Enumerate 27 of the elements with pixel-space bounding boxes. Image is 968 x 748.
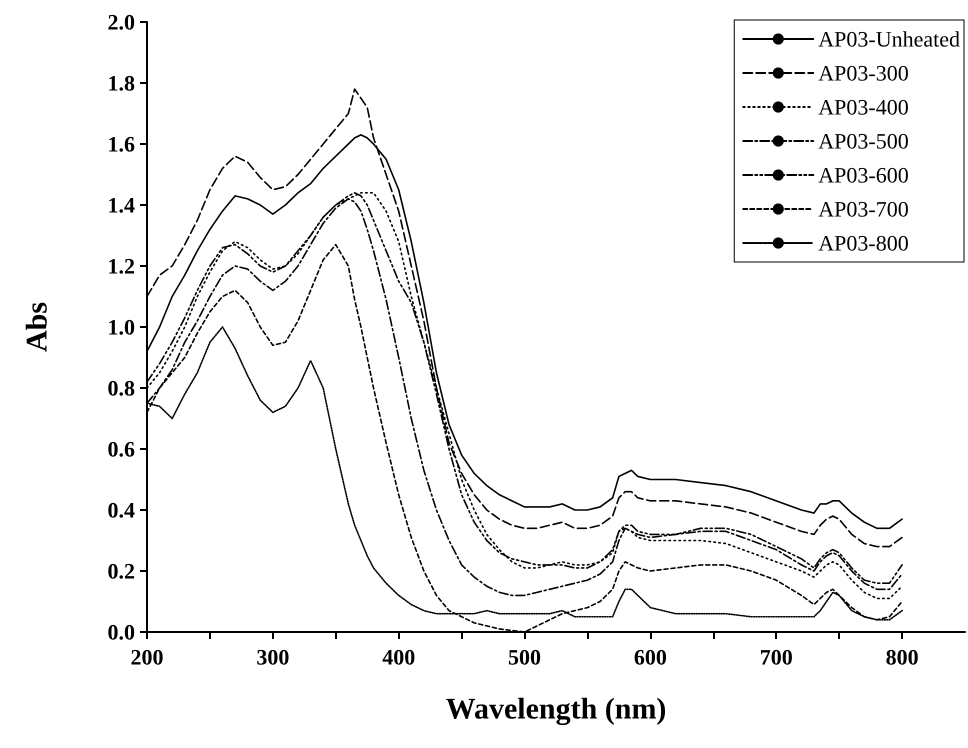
legend-label: AP03-400: [818, 94, 909, 120]
y-tick-label: 0.8: [108, 376, 135, 400]
y-tick-label: 1.6: [108, 132, 135, 156]
y-tick-label: 1.0: [108, 314, 135, 340]
legend-label: AP03-600: [818, 162, 909, 188]
legend-label: AP03-700: [818, 196, 909, 222]
y-tick-label: 1.8: [108, 70, 135, 96]
x-tick-label: 300: [256, 644, 290, 670]
x-tick-label: 200: [130, 644, 164, 670]
legend-label: AP03-500: [818, 128, 909, 154]
y-tick-label: 1.2: [108, 254, 135, 278]
x-axis-title: Wavelength (nm): [446, 692, 666, 726]
legend-label: AP03-800: [818, 230, 909, 256]
y-tick-label: 2.0: [108, 10, 135, 34]
x-tick-label: 400: [382, 644, 416, 670]
y-tick-label: 0.2: [108, 558, 135, 584]
y-tick-label: 0.4: [108, 498, 135, 522]
x-tick-label: 800: [886, 644, 919, 670]
y-tick-label: 0.6: [108, 436, 135, 462]
y-tick-label: 1.4: [108, 192, 135, 218]
y-axis-title: Abs: [20, 302, 54, 352]
x-tick-label: 500: [508, 644, 542, 670]
legend-label: AP03-300: [818, 60, 909, 86]
x-tick-label: 600: [634, 644, 667, 670]
y-tick-label: 0.0: [108, 620, 135, 644]
x-tick-label: 700: [760, 644, 793, 670]
legend-label: AP03-Unheated: [818, 26, 960, 52]
